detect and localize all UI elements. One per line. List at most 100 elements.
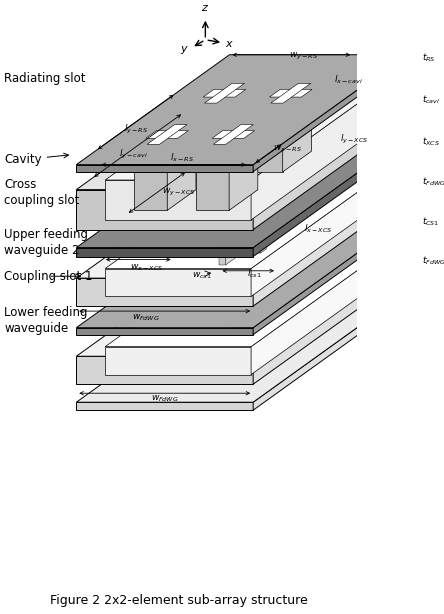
Polygon shape xyxy=(76,328,253,335)
Text: $l_{x-XCS}$: $l_{x-XCS}$ xyxy=(304,222,332,235)
Polygon shape xyxy=(76,246,406,356)
Text: $t_{RS}$: $t_{RS}$ xyxy=(422,52,436,64)
Polygon shape xyxy=(203,90,246,97)
Polygon shape xyxy=(76,138,406,247)
Text: $w_{cs1}$: $w_{cs1}$ xyxy=(193,271,212,281)
Polygon shape xyxy=(76,356,253,384)
Polygon shape xyxy=(188,111,250,132)
Text: $y$: $y$ xyxy=(180,44,189,56)
Polygon shape xyxy=(251,178,377,297)
Polygon shape xyxy=(105,180,251,220)
Polygon shape xyxy=(242,298,251,333)
Text: $w_{x-RS}$: $w_{x-RS}$ xyxy=(273,144,302,154)
Polygon shape xyxy=(163,177,320,208)
Text: $w_{y-RS}$: $w_{y-RS}$ xyxy=(289,51,318,62)
Polygon shape xyxy=(105,256,377,347)
Polygon shape xyxy=(283,111,311,172)
Text: $t_{FdWG}$: $t_{FdWG}$ xyxy=(422,254,444,266)
Text: $l_{cs1}$: $l_{cs1}$ xyxy=(247,268,262,280)
Polygon shape xyxy=(251,90,377,220)
Text: $w_{FdWG}$: $w_{FdWG}$ xyxy=(132,312,160,323)
Polygon shape xyxy=(188,132,221,172)
Polygon shape xyxy=(253,218,406,335)
Text: $t_{FdWG}$: $t_{FdWG}$ xyxy=(422,176,444,188)
Polygon shape xyxy=(229,150,258,211)
Polygon shape xyxy=(214,125,254,144)
Polygon shape xyxy=(196,171,229,211)
Polygon shape xyxy=(167,150,196,211)
Polygon shape xyxy=(188,111,250,132)
Polygon shape xyxy=(76,190,253,230)
Polygon shape xyxy=(196,150,258,171)
Polygon shape xyxy=(105,178,377,268)
Text: $l_{y-RS}$: $l_{y-RS}$ xyxy=(124,123,148,136)
Polygon shape xyxy=(206,268,277,278)
Text: $w_{y-XCS}$: $w_{y-XCS}$ xyxy=(162,187,195,198)
Polygon shape xyxy=(212,131,255,138)
Text: $l_{y-cavi}$: $l_{y-cavi}$ xyxy=(119,147,148,161)
Polygon shape xyxy=(231,220,251,227)
Polygon shape xyxy=(242,131,251,205)
Polygon shape xyxy=(250,132,283,172)
Polygon shape xyxy=(250,111,311,132)
Polygon shape xyxy=(105,90,377,180)
Text: Cavity: Cavity xyxy=(4,153,68,166)
Polygon shape xyxy=(76,55,406,165)
Polygon shape xyxy=(216,221,266,225)
Polygon shape xyxy=(134,150,196,171)
Polygon shape xyxy=(270,90,312,97)
Polygon shape xyxy=(76,165,253,172)
Text: $z$: $z$ xyxy=(201,3,210,13)
Polygon shape xyxy=(134,150,196,171)
Polygon shape xyxy=(231,138,242,205)
Polygon shape xyxy=(221,111,250,172)
Text: Upper feeding
waveguide 2: Upper feeding waveguide 2 xyxy=(4,228,88,257)
Polygon shape xyxy=(218,209,264,237)
Polygon shape xyxy=(205,84,245,103)
Polygon shape xyxy=(147,125,187,144)
Text: $x$: $x$ xyxy=(226,39,234,49)
Polygon shape xyxy=(271,84,311,103)
Text: $w_{FdWG}$: $w_{FdWG}$ xyxy=(151,393,179,403)
Polygon shape xyxy=(196,150,258,171)
Polygon shape xyxy=(251,256,377,375)
Polygon shape xyxy=(76,168,406,278)
Text: Coupling slot 1: Coupling slot 1 xyxy=(4,270,92,282)
Polygon shape xyxy=(167,157,315,228)
Text: $l_{x-RS}$: $l_{x-RS}$ xyxy=(170,152,194,164)
Polygon shape xyxy=(146,131,188,138)
Polygon shape xyxy=(218,237,226,265)
Polygon shape xyxy=(260,221,266,254)
Text: Radiating slot: Radiating slot xyxy=(4,72,86,85)
Polygon shape xyxy=(76,218,406,328)
Polygon shape xyxy=(231,305,242,333)
Polygon shape xyxy=(76,247,253,257)
Polygon shape xyxy=(105,268,251,297)
Text: Figure 2 2x2-element sub-array structure: Figure 2 2x2-element sub-array structure xyxy=(50,594,307,607)
Polygon shape xyxy=(231,298,251,305)
Text: $w_{x-XCS}$: $w_{x-XCS}$ xyxy=(131,262,164,273)
Polygon shape xyxy=(226,209,264,265)
Polygon shape xyxy=(76,402,253,410)
Text: $l_{y-XCS}$: $l_{y-XCS}$ xyxy=(340,133,369,146)
Polygon shape xyxy=(253,246,406,384)
Polygon shape xyxy=(76,292,406,402)
Polygon shape xyxy=(76,80,406,190)
Polygon shape xyxy=(216,225,260,254)
Polygon shape xyxy=(105,347,251,375)
Text: $t_{CS1}$: $t_{CS1}$ xyxy=(422,215,440,228)
Polygon shape xyxy=(253,168,406,306)
Polygon shape xyxy=(253,138,406,257)
Polygon shape xyxy=(134,171,167,211)
Text: Cross
coupling slot: Cross coupling slot xyxy=(4,177,79,207)
Polygon shape xyxy=(253,55,406,172)
Polygon shape xyxy=(253,80,406,230)
Polygon shape xyxy=(250,111,311,132)
Polygon shape xyxy=(242,220,251,254)
Polygon shape xyxy=(253,292,406,410)
Polygon shape xyxy=(231,227,242,254)
Text: $t_{cavi}$: $t_{cavi}$ xyxy=(422,93,440,106)
Text: Lower feeding
waveguide: Lower feeding waveguide xyxy=(4,306,87,335)
Polygon shape xyxy=(231,131,251,138)
Text: $t_{XCS}$: $t_{XCS}$ xyxy=(422,136,440,149)
